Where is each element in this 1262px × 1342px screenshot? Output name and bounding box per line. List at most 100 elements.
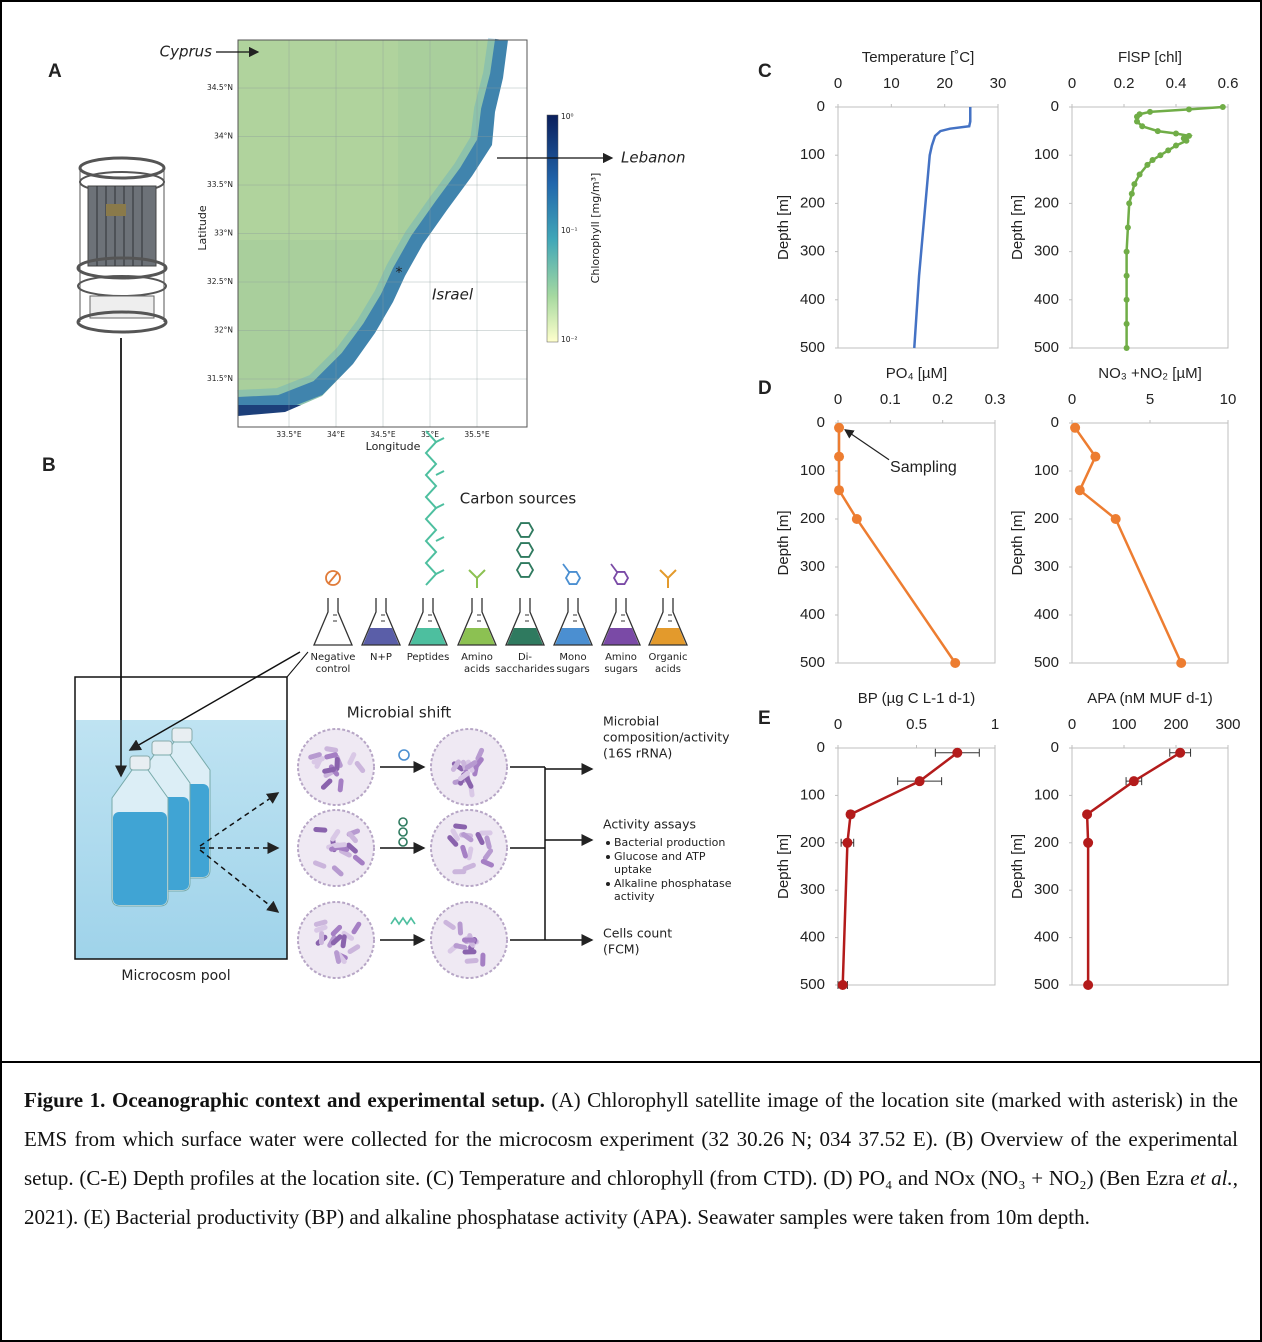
data-point — [1134, 113, 1140, 120]
data-point — [1219, 104, 1226, 110]
data-point — [1149, 157, 1156, 164]
x-tick-label: 300 — [1215, 716, 1240, 733]
map: 10⁰ 10⁻¹ 10⁻² Chlorophyll [mg/m³] Latitu… — [160, 37, 686, 453]
y-tick-label: 300 — [1034, 881, 1059, 898]
y-tick-label: 100 — [800, 146, 825, 163]
bacterium — [466, 846, 474, 861]
bacterium — [461, 832, 474, 843]
bacterium — [464, 957, 479, 964]
profile-line — [913, 107, 972, 349]
y-tick-label: 200 — [800, 194, 825, 211]
flask-label: sugars — [556, 664, 589, 675]
lat-tick-label: 34.5°N — [207, 83, 233, 92]
bacterium — [322, 766, 337, 774]
molecule — [610, 563, 618, 573]
data-point — [834, 422, 845, 433]
molecule — [327, 571, 339, 585]
y-tick-label: 500 — [800, 339, 825, 356]
data-point — [1083, 837, 1094, 848]
flask-liquid — [410, 628, 446, 645]
molecule — [515, 562, 535, 578]
data-point — [1090, 451, 1101, 462]
site-marker: * — [396, 265, 403, 281]
caption: Figure 1. Oceanographic context and expe… — [24, 1081, 1238, 1237]
bacterium — [311, 756, 325, 765]
chart-title: FlSP [chl] — [1118, 49, 1182, 66]
flask-label: saccharides — [495, 664, 554, 675]
molecule — [468, 569, 486, 588]
colorbar-tick-label: 10⁰ — [561, 112, 574, 121]
y-tick-label: 0 — [817, 739, 825, 756]
data-point — [950, 658, 961, 668]
bacterium — [313, 919, 328, 927]
y-tick-label: 400 — [800, 606, 825, 623]
flask-liquid — [555, 628, 591, 645]
flask-label: control — [316, 664, 351, 675]
data-point — [1136, 171, 1143, 178]
flask — [553, 598, 593, 646]
plot-frame — [1071, 422, 1229, 664]
y-tick-label: 0 — [817, 98, 825, 115]
chart-title: Temperature [˚C] — [862, 49, 975, 66]
lon-tick-label: 35.5°E — [464, 430, 489, 439]
output-label: Cells count — [603, 926, 672, 941]
bacterium — [320, 778, 333, 790]
bacterium — [354, 760, 366, 774]
molecule — [435, 503, 445, 509]
bottles — [111, 727, 211, 907]
caption-title: Figure 1. Oceanographic context and expe… — [24, 1088, 545, 1112]
bacterium — [484, 835, 492, 850]
bacterium — [475, 832, 485, 846]
molecule — [325, 570, 341, 586]
data-point — [1123, 272, 1130, 279]
data-point — [1070, 422, 1081, 433]
y-tick-label: 400 — [1034, 606, 1059, 623]
bacterium — [347, 944, 361, 955]
bacterium — [450, 828, 460, 842]
data-point — [1154, 128, 1161, 135]
flow-arrow — [128, 651, 301, 751]
bacterium — [480, 952, 486, 967]
colorbar-tick-label: 10⁻² — [561, 335, 578, 344]
y-tick-label: 200 — [800, 510, 825, 527]
data-point — [1123, 320, 1130, 327]
x-tick-label: 30 — [990, 75, 1007, 92]
molecule — [612, 571, 630, 585]
data-point — [1175, 747, 1186, 758]
y-tick-label: 200 — [1034, 510, 1059, 527]
data-point — [1123, 248, 1130, 255]
data-point — [842, 837, 853, 848]
bacterium — [475, 747, 485, 762]
x-tick-label: 0 — [1068, 391, 1076, 408]
flask — [313, 598, 353, 646]
y-tick-label: 400 — [800, 929, 825, 946]
x-tick-label: 0.2 — [932, 391, 953, 408]
bacterium — [308, 752, 322, 760]
colorbar-tick-label: 10⁻¹ — [561, 226, 578, 235]
bacterium — [478, 830, 493, 836]
assay-label: Alkaline phosphatase — [614, 877, 732, 890]
data-point — [1186, 132, 1192, 139]
x-tick-label: 200 — [1163, 716, 1188, 733]
bacterium — [480, 858, 495, 868]
molecule — [435, 536, 445, 542]
bacterium — [464, 775, 474, 789]
flask-liquid — [603, 628, 639, 645]
y-tick-label: 500 — [800, 654, 825, 671]
data-point — [851, 514, 862, 524]
bacterium — [460, 844, 468, 859]
x-tick-label: 10 — [1220, 391, 1237, 408]
molecule — [564, 571, 582, 585]
bullet — [606, 841, 610, 845]
data-point — [952, 747, 963, 758]
connector — [286, 651, 309, 678]
chart-title: APA (nM MUF d-1) — [1087, 690, 1213, 707]
y-tick-label: 500 — [1034, 976, 1059, 993]
flow-arrow — [199, 792, 280, 847]
x-tick-label: 0 — [1068, 716, 1076, 733]
bacterium — [313, 827, 328, 833]
bacterium — [453, 823, 468, 830]
bacterium — [312, 860, 327, 869]
place-label: Cyprus — [160, 43, 213, 61]
output-label: Microbial — [603, 714, 659, 729]
